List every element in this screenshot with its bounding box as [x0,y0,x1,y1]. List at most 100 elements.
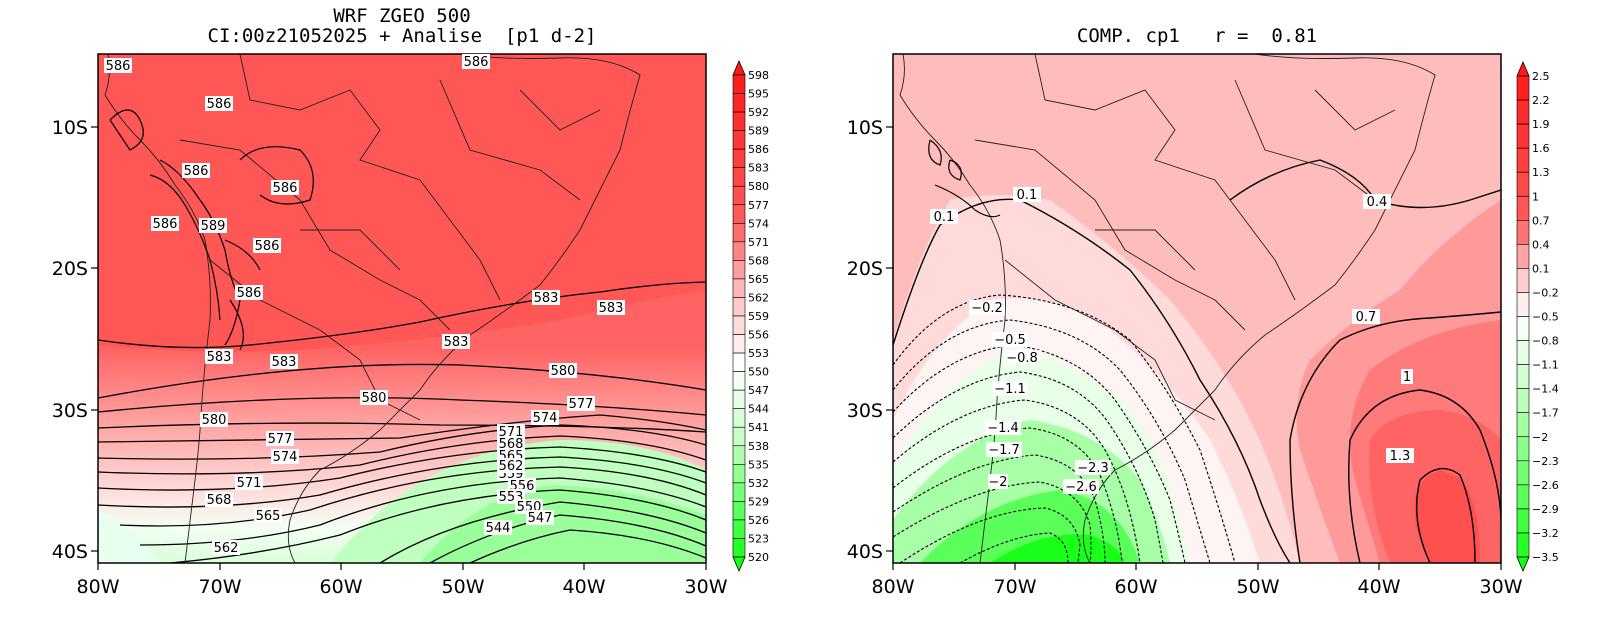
contour-label: 583 [444,335,469,350]
contour-label: 583 [534,291,559,306]
contour-label: 1.3 [1390,449,1411,464]
lat-tick-label: 30S [847,400,883,422]
colorbar-segment [733,464,745,483]
colorbar-label: −2.6 [1532,479,1559,492]
colorbar-label: 550 [748,366,769,379]
colorbar-segment [1517,365,1529,389]
colorbar-label: −3.2 [1532,527,1559,540]
colorbar-segment [733,335,745,354]
lat-tick-label: 10S [52,117,88,139]
contour-label: 583 [272,355,297,370]
colorbar-segment [733,353,745,372]
contour-label: 571 [237,476,262,491]
lon-tick-label: 80W [77,576,120,598]
contour-label: 574 [273,450,298,465]
lat-tick-label: 40S [52,541,88,563]
colorbar-label: 2.5 [1532,70,1550,83]
contour-label: 1 [1403,370,1411,385]
contour-label: −2 [988,475,1007,490]
lon-tick-label: 30W [1480,576,1523,598]
colorbar-label: 535 [748,458,769,471]
colorbar-segment [1517,485,1529,509]
contour-label: 583 [599,301,624,316]
colorbar-segment [733,260,745,279]
colorbar-label: 562 [748,291,769,304]
contour-label: 565 [256,509,281,524]
left-map-panel: 80W 70W 60W 50W 40W 30W 10S 20S 30S 40S … [52,54,728,598]
colorbar-label: 538 [748,440,769,453]
colorbar-label: 586 [748,143,769,156]
colorbar-segment [733,205,745,224]
colorbar-segment [733,297,745,316]
colorbar-segment [733,427,745,446]
colorbar-label: 553 [748,347,769,360]
colorbar-segment [1517,196,1529,220]
colorbar-segment [733,94,745,113]
contour-label: 586 [207,97,232,112]
contour-label: 580 [551,364,576,379]
lat-tick-label: 40S [847,541,883,563]
colorbar-segment [733,446,745,465]
colorbar-segment [1517,437,1529,461]
colorbar-label: 2.2 [1532,94,1550,107]
colorbar-segment [733,409,745,428]
colorbar-segment [733,520,745,539]
colorbar-segment [733,242,745,261]
left-lon-tick-labels: 80W 70W 60W 50W 40W 30W [77,576,728,598]
colorbar-label: −2.9 [1532,503,1559,516]
colorbar-segment [1517,100,1529,124]
contour-label: −0.2 [971,301,1003,316]
contour-label: 0.4 [1367,195,1388,210]
colorbar-segment [1517,148,1529,172]
contour-label: −2.3 [1077,461,1109,476]
right-lat-tick-labels: 10S 20S 30S 40S [847,117,883,563]
contour-label: 586 [464,55,489,70]
contour-label: 586 [273,181,298,196]
colorbar-label: 559 [748,310,769,323]
lat-tick-label: 10S [847,117,883,139]
colorbar-segment [733,149,745,168]
colorbar-label: 0.1 [1532,262,1550,275]
colorbar-segment [733,390,745,409]
left-lat-tick-labels: 10S 20S 30S 40S [52,117,88,563]
lon-tick-label: 60W [1115,576,1158,598]
colorbar-segment [1517,461,1529,485]
colorbar-top-arrow [733,61,745,75]
contour-label: 0.1 [1017,188,1038,203]
lon-tick-label: 50W [1237,576,1280,598]
lon-tick-label: 70W [199,576,242,598]
colorbar-segment [733,131,745,150]
lat-tick-label: 20S [52,258,88,280]
colorbar-segment [733,223,745,242]
colorbar-bottom-arrow [1517,557,1529,571]
contour-label: −1.4 [987,421,1019,436]
colorbar-label: 547 [748,384,769,397]
contour-label: −1.1 [994,382,1026,397]
colorbar-label: 565 [748,273,769,286]
colorbar-label: −1.4 [1532,383,1559,396]
colorbar-label: −0.2 [1532,286,1559,299]
left-colorbar: 598 595 592 589 586 583 580 577 574 571 568 565 562 5… [733,61,769,571]
contour-label: 568 [207,493,232,508]
colorbar-segment [1517,76,1529,100]
colorbar-label: 589 [748,125,769,138]
colorbar-label: 520 [748,551,769,564]
contour-label: 586 [237,286,262,301]
colorbar-segment [733,316,745,335]
colorbar-label: 583 [748,162,769,175]
lon-tick-label: 40W [563,576,606,598]
colorbar-segment [733,186,745,205]
contour-label: 586 [106,59,131,74]
colorbar-label: 1.3 [1532,166,1550,179]
colorbar-segment [1517,292,1529,316]
colorbar-label: 577 [748,199,769,212]
colorbar-segment [1517,389,1529,413]
colorbar-segment [1517,317,1529,341]
lon-tick-label: 80W [872,576,915,598]
contour-label: −0.8 [1006,351,1038,366]
colorbar-label: 1.6 [1532,142,1550,155]
lon-tick-label: 50W [442,576,485,598]
colorbar-label: 574 [748,217,769,230]
lon-tick-label: 40W [1358,576,1401,598]
